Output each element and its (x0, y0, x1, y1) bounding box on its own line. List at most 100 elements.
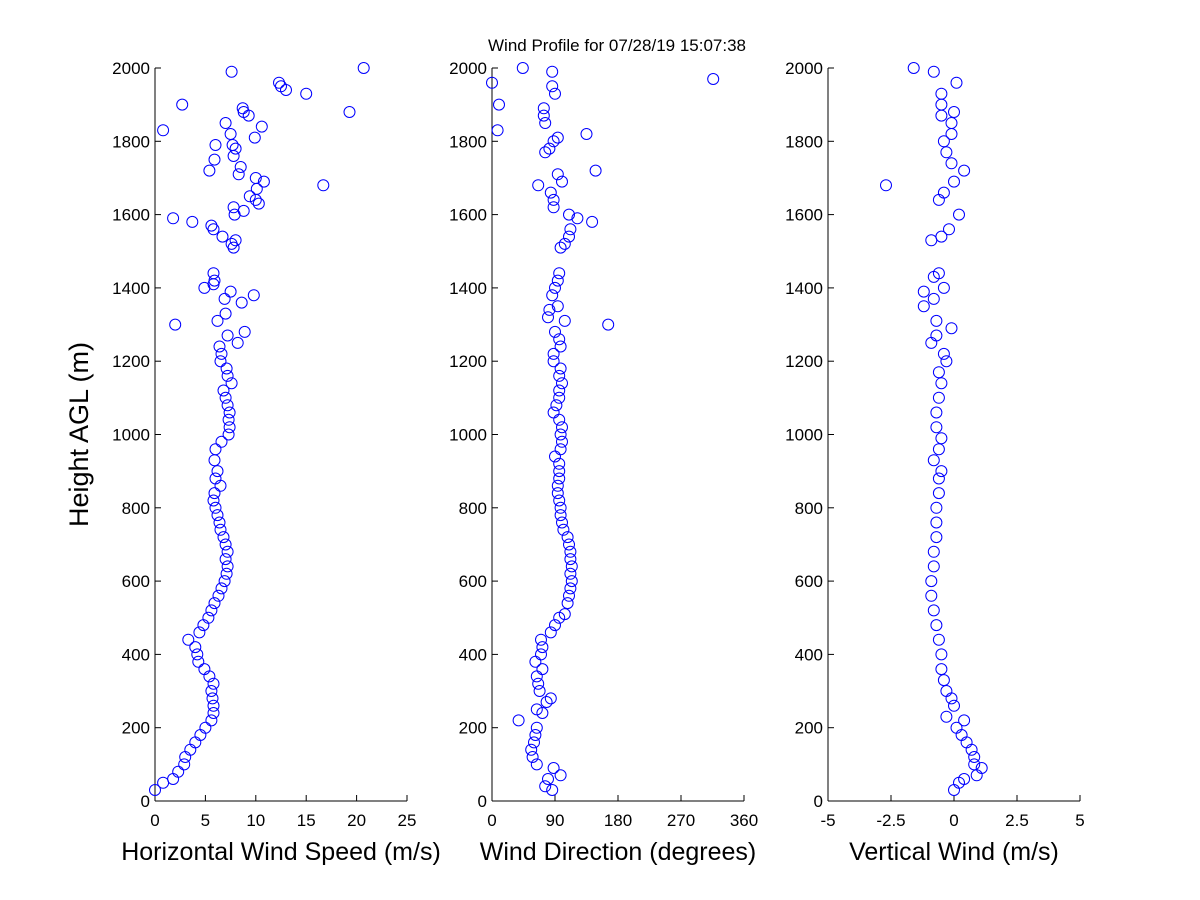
data-point (932, 487, 945, 500)
speed-y-tick-label: 800 (122, 499, 150, 518)
data-point (970, 769, 983, 782)
data-point (948, 175, 960, 188)
data-point (564, 223, 577, 236)
data-point (943, 223, 955, 236)
speed-x-tick-label: 0 (150, 811, 159, 830)
data-point (930, 406, 943, 419)
data-point (205, 219, 218, 232)
data-point (948, 699, 960, 712)
data-point (357, 62, 370, 74)
data-point (182, 633, 195, 646)
data-point (565, 560, 578, 573)
data-point (212, 589, 225, 602)
speed-y-tick-label: 1200 (112, 352, 150, 371)
data-point (208, 274, 221, 287)
data-point (214, 355, 227, 368)
data-point (189, 641, 202, 654)
data-point (553, 457, 566, 470)
data-point (932, 472, 945, 485)
data-point (193, 626, 206, 639)
data-point (172, 765, 185, 778)
data-point (927, 545, 940, 558)
data-point (932, 633, 945, 646)
data-point (209, 501, 222, 514)
data-point (564, 567, 577, 580)
speed-y-tick-label: 1800 (112, 132, 150, 151)
data-point (222, 428, 235, 441)
data-point (209, 139, 222, 151)
data-point (214, 523, 227, 536)
vertical-panel: 0 200 400 600 800 1000 1200 1400 1600 1800 2000 -5 -… (785, 59, 1085, 866)
data-point (940, 355, 953, 368)
data-point (930, 619, 943, 632)
direction-x-tick-label: 270 (667, 811, 695, 830)
data-point (229, 234, 242, 247)
data-point (925, 575, 938, 588)
data-point (553, 465, 566, 478)
data-point (227, 201, 240, 214)
data-point (191, 648, 204, 661)
data-point (940, 710, 953, 723)
data-point (526, 751, 539, 763)
data-point (937, 674, 950, 687)
speed-y-tick-label: 1400 (112, 279, 150, 298)
data-point (927, 292, 940, 305)
vertical-y-tick-label: 200 (795, 719, 823, 738)
data-point (553, 369, 566, 382)
speed-x-tick-label: 5 (201, 811, 210, 830)
data-point (543, 303, 556, 316)
data-point (571, 212, 584, 225)
vertical-points (880, 62, 988, 796)
data-point (486, 76, 498, 89)
data-point (948, 106, 960, 118)
data-point (540, 696, 553, 708)
data-point (224, 128, 237, 140)
data-point (551, 131, 564, 144)
data-point (602, 318, 615, 331)
data-point (553, 333, 566, 346)
data-point (149, 784, 161, 796)
data-point (203, 164, 216, 177)
data-point (232, 168, 245, 181)
data-point (231, 336, 244, 349)
data-point (192, 655, 205, 668)
data-point (553, 267, 566, 280)
data-point (205, 604, 218, 617)
figure-title: Wind Profile for 07/28/19 15:07:38 (488, 36, 746, 55)
data-point (530, 758, 543, 771)
data-point (227, 150, 240, 162)
data-point (218, 292, 231, 305)
data-point (935, 98, 948, 111)
data-point (556, 175, 568, 188)
data-point (945, 117, 958, 129)
vertical-y-tick-label: 1800 (785, 132, 823, 151)
data-point (169, 318, 182, 331)
data-point (533, 685, 546, 697)
data-point (930, 314, 943, 327)
data-point (216, 230, 229, 243)
data-point (880, 179, 892, 192)
direction-y-tick-label: 2000 (449, 59, 487, 78)
data-point (547, 355, 560, 368)
data-point (564, 582, 577, 595)
direction-y-tick-label: 1000 (449, 426, 487, 445)
data-point (556, 516, 568, 529)
data-point (225, 65, 238, 78)
data-point (535, 633, 547, 646)
data-point (547, 406, 560, 419)
data-point (553, 413, 566, 426)
data-point (937, 135, 950, 148)
data-point (249, 172, 262, 184)
data-point (249, 193, 262, 206)
data-point (927, 454, 940, 467)
data-point (917, 300, 930, 313)
data-point (558, 608, 571, 621)
data-point (932, 193, 945, 206)
data-point (551, 479, 564, 492)
data-point (317, 179, 330, 192)
vertical-x-tick-label: 0 (949, 811, 958, 830)
data-point (932, 443, 945, 456)
data-point (225, 237, 238, 250)
data-point (563, 208, 575, 221)
direction-x-axis-label: Wind Direction (degrees) (480, 838, 757, 866)
